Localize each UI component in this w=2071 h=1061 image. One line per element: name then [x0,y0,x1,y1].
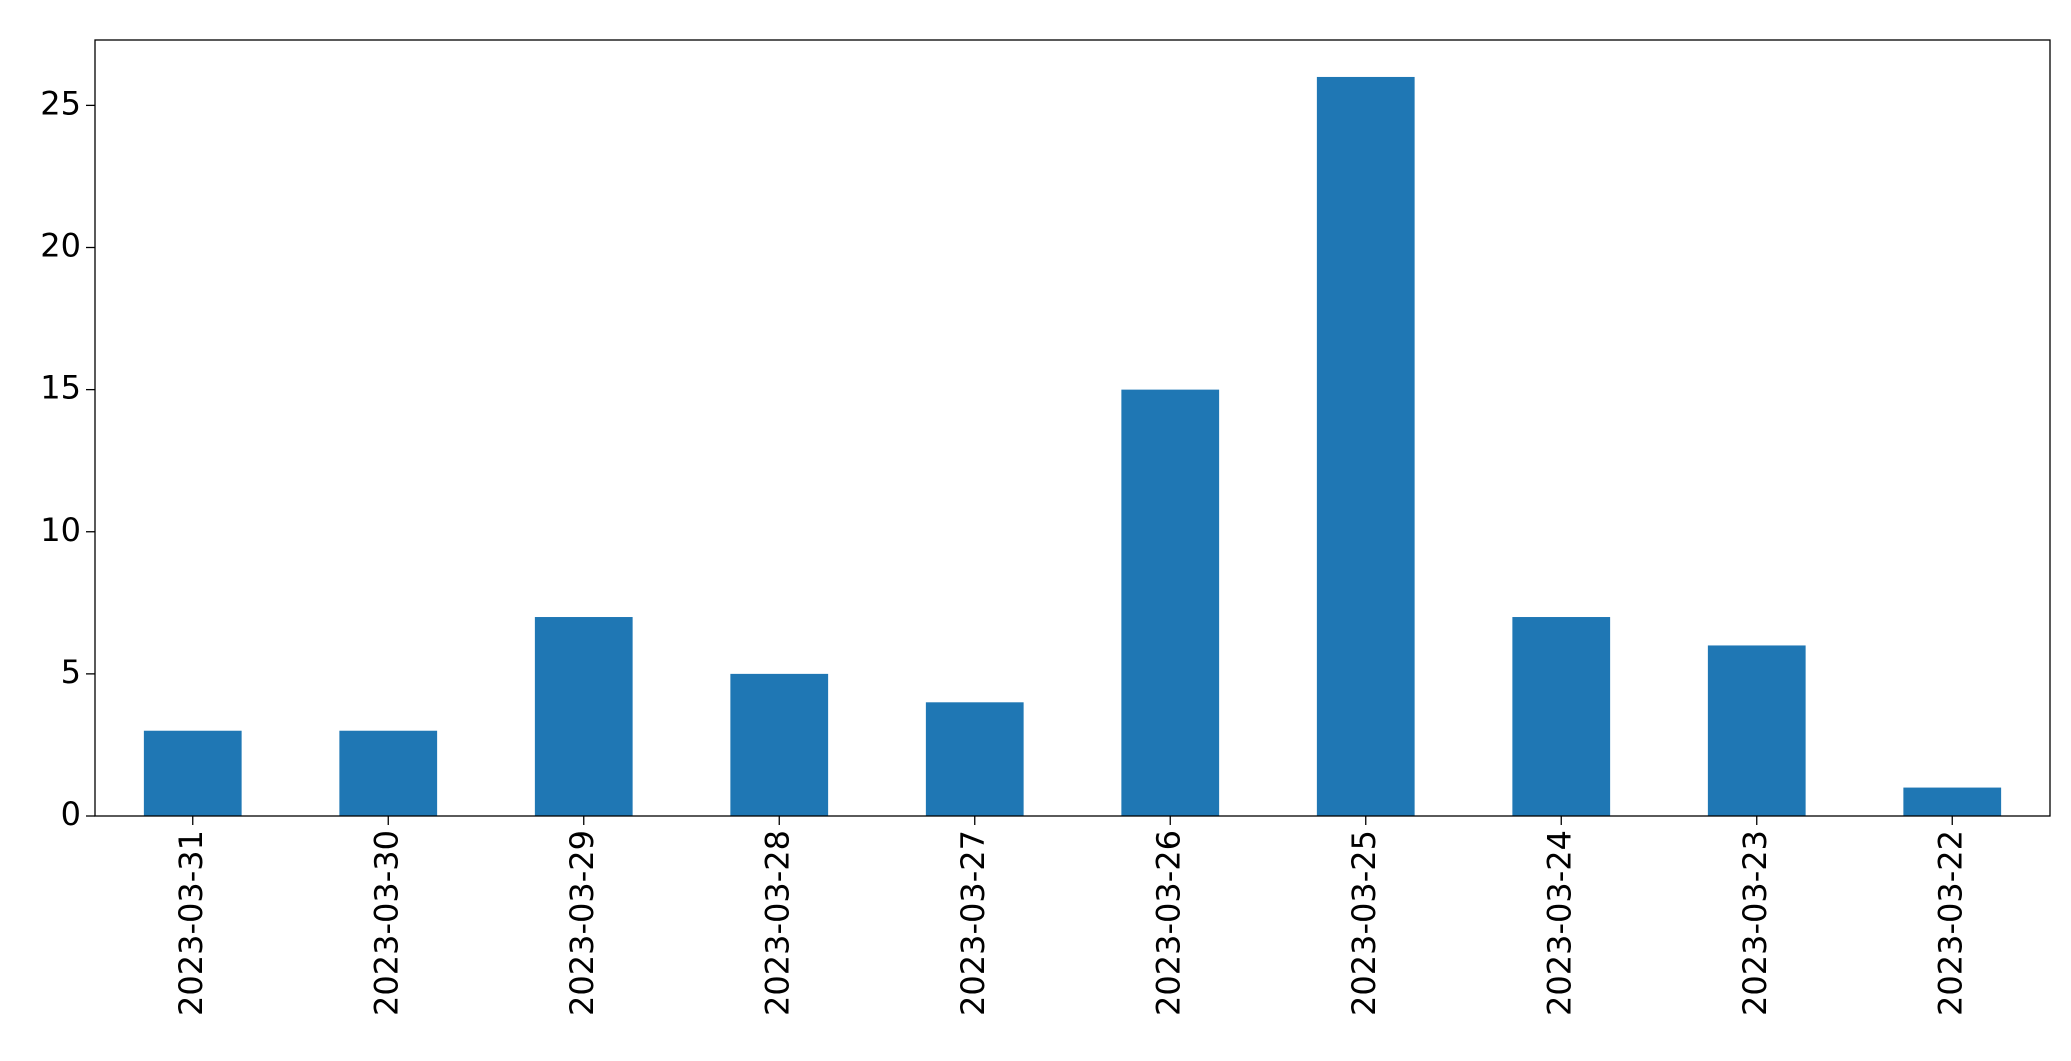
y-tick-label: 25 [40,84,81,122]
bar [1707,645,1806,816]
bar [339,730,438,816]
y-tick-label: 0 [61,795,81,833]
x-tick-label: 2023-03-27 [954,830,992,1016]
x-tick-label: 2023-03-30 [367,830,405,1016]
bar [143,730,242,816]
bar [534,617,633,816]
y-tick-label: 20 [40,227,81,265]
x-tick-label: 2023-03-26 [1149,830,1187,1016]
y-tick-label: 15 [40,369,81,407]
x-tick-label: 2023-03-23 [1736,830,1774,1016]
x-tick-label: 2023-03-25 [1345,830,1383,1016]
y-tick-label: 5 [61,653,81,691]
bar [730,673,829,816]
bar [925,702,1024,816]
x-tick-label: 2023-03-31 [172,830,210,1016]
x-tick-label: 2023-03-28 [758,830,796,1016]
bar [1316,76,1415,816]
bar [1512,617,1611,816]
y-tick-label: 10 [40,511,81,549]
x-tick-label: 2023-03-29 [563,830,601,1016]
bar [1121,389,1220,816]
bar [1903,787,2002,816]
plot-frame [94,39,2051,817]
x-tick-label: 2023-03-24 [1540,830,1578,1016]
x-tick-label: 2023-03-22 [1931,830,1969,1016]
